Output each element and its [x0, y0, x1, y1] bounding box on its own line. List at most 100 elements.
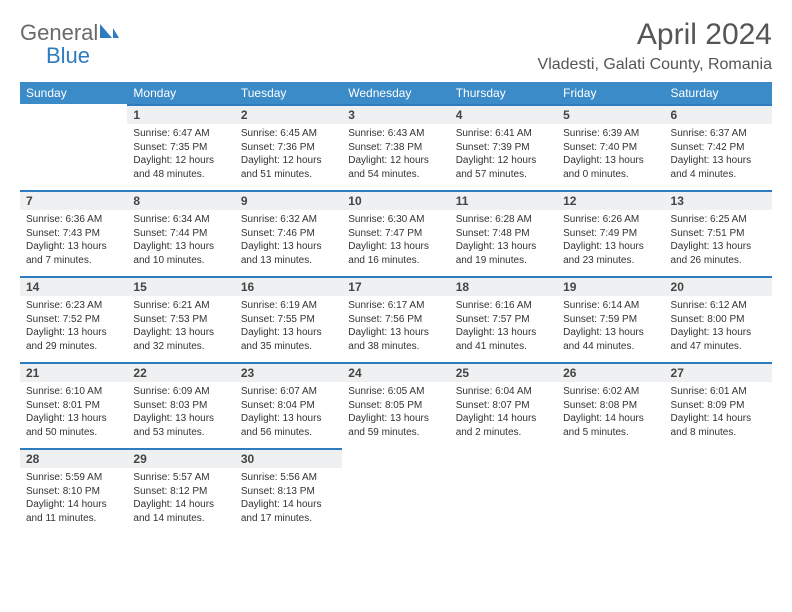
calendar-day: 26Sunrise: 6:02 AMSunset: 8:08 PMDayligh…	[557, 362, 664, 448]
column-header: Wednesday	[342, 82, 449, 104]
day-details: Sunrise: 6:34 AMSunset: 7:44 PMDaylight:…	[127, 210, 234, 273]
day-number: 29	[127, 448, 234, 468]
logo-text-block: General Blue	[20, 22, 120, 68]
calendar-day: 27Sunrise: 6:01 AMSunset: 8:09 PMDayligh…	[665, 362, 772, 448]
calendar-empty	[450, 448, 557, 534]
calendar-empty	[342, 448, 449, 534]
calendar-day: 14Sunrise: 6:23 AMSunset: 7:52 PMDayligh…	[20, 276, 127, 362]
calendar-day: 13Sunrise: 6:25 AMSunset: 7:51 PMDayligh…	[665, 190, 772, 276]
day-number: 7	[20, 190, 127, 210]
calendar-day: 17Sunrise: 6:17 AMSunset: 7:56 PMDayligh…	[342, 276, 449, 362]
page-title: April 2024	[538, 18, 772, 52]
calendar-day: 23Sunrise: 6:07 AMSunset: 8:04 PMDayligh…	[235, 362, 342, 448]
calendar-day: 6Sunrise: 6:37 AMSunset: 7:42 PMDaylight…	[665, 104, 772, 190]
day-details: Sunrise: 6:17 AMSunset: 7:56 PMDaylight:…	[342, 296, 449, 359]
day-number: 28	[20, 448, 127, 468]
calendar-day: 28Sunrise: 5:59 AMSunset: 8:10 PMDayligh…	[20, 448, 127, 534]
calendar-day: 5Sunrise: 6:39 AMSunset: 7:40 PMDaylight…	[557, 104, 664, 190]
day-details: Sunrise: 6:01 AMSunset: 8:09 PMDaylight:…	[665, 382, 772, 445]
calendar-empty	[20, 104, 127, 190]
calendar-week: 21Sunrise: 6:10 AMSunset: 8:01 PMDayligh…	[20, 362, 772, 448]
day-number: 18	[450, 276, 557, 296]
calendar-day: 21Sunrise: 6:10 AMSunset: 8:01 PMDayligh…	[20, 362, 127, 448]
day-number: 30	[235, 448, 342, 468]
calendar-day: 22Sunrise: 6:09 AMSunset: 8:03 PMDayligh…	[127, 362, 234, 448]
day-details: Sunrise: 5:59 AMSunset: 8:10 PMDaylight:…	[20, 468, 127, 531]
day-number: 20	[665, 276, 772, 296]
calendar-day: 12Sunrise: 6:26 AMSunset: 7:49 PMDayligh…	[557, 190, 664, 276]
calendar-body: 1Sunrise: 6:47 AMSunset: 7:35 PMDaylight…	[20, 104, 772, 534]
calendar-day: 30Sunrise: 5:56 AMSunset: 8:13 PMDayligh…	[235, 448, 342, 534]
day-details: Sunrise: 6:21 AMSunset: 7:53 PMDaylight:…	[127, 296, 234, 359]
calendar-day: 2Sunrise: 6:45 AMSunset: 7:36 PMDaylight…	[235, 104, 342, 190]
day-number: 15	[127, 276, 234, 296]
day-number: 10	[342, 190, 449, 210]
day-number: 14	[20, 276, 127, 296]
page-header: General Blue April 2024 Vladesti, Galati…	[20, 18, 772, 74]
calendar-day: 29Sunrise: 5:57 AMSunset: 8:12 PMDayligh…	[127, 448, 234, 534]
day-number: 25	[450, 362, 557, 382]
calendar-day: 4Sunrise: 6:41 AMSunset: 7:39 PMDaylight…	[450, 104, 557, 190]
day-number: 11	[450, 190, 557, 210]
day-number: 23	[235, 362, 342, 382]
day-details: Sunrise: 6:37 AMSunset: 7:42 PMDaylight:…	[665, 124, 772, 187]
day-number: 19	[557, 276, 664, 296]
day-number: 16	[235, 276, 342, 296]
day-number: 4	[450, 104, 557, 124]
day-details: Sunrise: 6:07 AMSunset: 8:04 PMDaylight:…	[235, 382, 342, 445]
calendar-week: 1Sunrise: 6:47 AMSunset: 7:35 PMDaylight…	[20, 104, 772, 190]
day-number: 22	[127, 362, 234, 382]
day-details: Sunrise: 6:30 AMSunset: 7:47 PMDaylight:…	[342, 210, 449, 273]
day-number: 13	[665, 190, 772, 210]
day-number: 27	[665, 362, 772, 382]
calendar-day: 25Sunrise: 6:04 AMSunset: 8:07 PMDayligh…	[450, 362, 557, 448]
day-number: 24	[342, 362, 449, 382]
day-details: Sunrise: 6:41 AMSunset: 7:39 PMDaylight:…	[450, 124, 557, 187]
day-details: Sunrise: 5:56 AMSunset: 8:13 PMDaylight:…	[235, 468, 342, 531]
calendar-table: SundayMondayTuesdayWednesdayThursdayFrid…	[20, 82, 772, 534]
calendar-empty	[665, 448, 772, 534]
calendar-day: 3Sunrise: 6:43 AMSunset: 7:38 PMDaylight…	[342, 104, 449, 190]
location-text: Vladesti, Galati County, Romania	[538, 56, 772, 74]
calendar-day: 18Sunrise: 6:16 AMSunset: 7:57 PMDayligh…	[450, 276, 557, 362]
day-number: 1	[127, 104, 234, 124]
calendar-week: 7Sunrise: 6:36 AMSunset: 7:43 PMDaylight…	[20, 190, 772, 276]
logo-word-general: General	[20, 20, 98, 45]
day-details: Sunrise: 6:05 AMSunset: 8:05 PMDaylight:…	[342, 382, 449, 445]
calendar-day: 20Sunrise: 6:12 AMSunset: 8:00 PMDayligh…	[665, 276, 772, 362]
day-number: 26	[557, 362, 664, 382]
sail-icon	[98, 22, 120, 45]
column-header: Thursday	[450, 82, 557, 104]
column-header: Monday	[127, 82, 234, 104]
title-block: April 2024 Vladesti, Galati County, Roma…	[538, 18, 772, 74]
day-details: Sunrise: 6:04 AMSunset: 8:07 PMDaylight:…	[450, 382, 557, 445]
day-details: Sunrise: 6:39 AMSunset: 7:40 PMDaylight:…	[557, 124, 664, 187]
day-details: Sunrise: 6:10 AMSunset: 8:01 PMDaylight:…	[20, 382, 127, 445]
logo-word-blue: Blue	[46, 43, 90, 68]
day-details: Sunrise: 6:47 AMSunset: 7:35 PMDaylight:…	[127, 124, 234, 187]
calendar-day: 16Sunrise: 6:19 AMSunset: 7:55 PMDayligh…	[235, 276, 342, 362]
day-details: Sunrise: 6:09 AMSunset: 8:03 PMDaylight:…	[127, 382, 234, 445]
column-header: Sunday	[20, 82, 127, 104]
day-details: Sunrise: 6:32 AMSunset: 7:46 PMDaylight:…	[235, 210, 342, 273]
calendar-day: 11Sunrise: 6:28 AMSunset: 7:48 PMDayligh…	[450, 190, 557, 276]
calendar-day: 19Sunrise: 6:14 AMSunset: 7:59 PMDayligh…	[557, 276, 664, 362]
day-number: 2	[235, 104, 342, 124]
calendar-day: 10Sunrise: 6:30 AMSunset: 7:47 PMDayligh…	[342, 190, 449, 276]
brand-logo: General Blue	[20, 22, 120, 68]
day-details: Sunrise: 6:16 AMSunset: 7:57 PMDaylight:…	[450, 296, 557, 359]
day-number: 6	[665, 104, 772, 124]
day-details: Sunrise: 6:19 AMSunset: 7:55 PMDaylight:…	[235, 296, 342, 359]
calendar-day: 8Sunrise: 6:34 AMSunset: 7:44 PMDaylight…	[127, 190, 234, 276]
day-number: 17	[342, 276, 449, 296]
calendar-day: 15Sunrise: 6:21 AMSunset: 7:53 PMDayligh…	[127, 276, 234, 362]
day-details: Sunrise: 6:25 AMSunset: 7:51 PMDaylight:…	[665, 210, 772, 273]
calendar-day: 1Sunrise: 6:47 AMSunset: 7:35 PMDaylight…	[127, 104, 234, 190]
day-number: 5	[557, 104, 664, 124]
day-details: Sunrise: 6:36 AMSunset: 7:43 PMDaylight:…	[20, 210, 127, 273]
day-details: Sunrise: 6:23 AMSunset: 7:52 PMDaylight:…	[20, 296, 127, 359]
day-details: Sunrise: 6:43 AMSunset: 7:38 PMDaylight:…	[342, 124, 449, 187]
column-header: Saturday	[665, 82, 772, 104]
day-details: Sunrise: 6:14 AMSunset: 7:59 PMDaylight:…	[557, 296, 664, 359]
day-number: 3	[342, 104, 449, 124]
